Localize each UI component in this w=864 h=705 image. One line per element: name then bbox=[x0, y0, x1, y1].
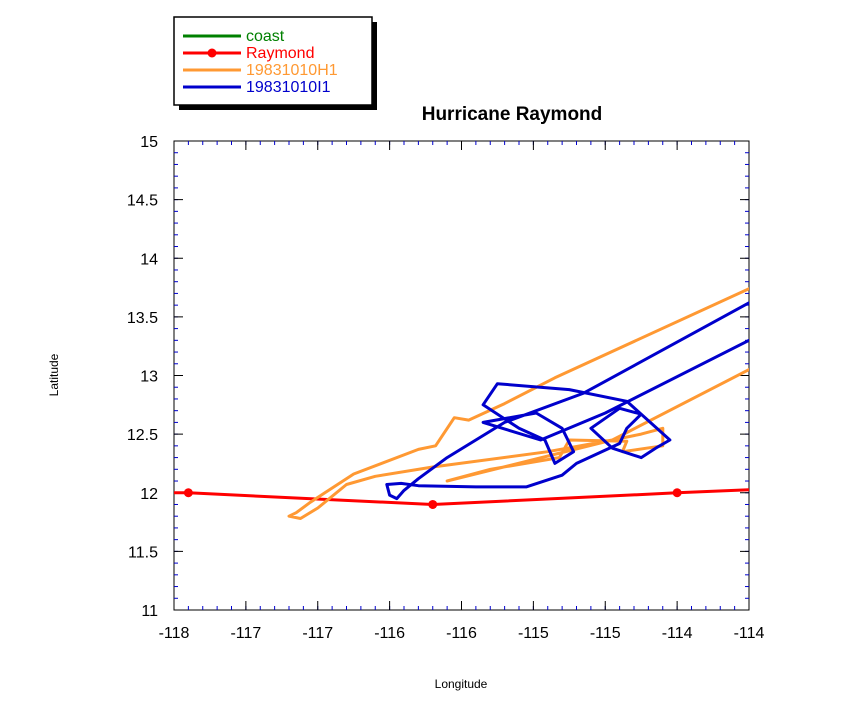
y-tick-label: 13 bbox=[140, 369, 158, 386]
series-marker-raymond bbox=[183, 488, 193, 498]
legend-label-coast: coast bbox=[246, 28, 285, 45]
x-tick-label: -115 bbox=[518, 625, 549, 642]
x-axis-label: Longitude bbox=[435, 677, 488, 691]
minor-ticks bbox=[173, 140, 750, 611]
plot-area-border bbox=[173, 140, 750, 611]
y-tick-label: 13.5 bbox=[127, 310, 158, 327]
x-tick-label: -116 bbox=[374, 625, 405, 642]
y-axis-label: Latitude bbox=[47, 353, 61, 396]
x-tick-label: -116 bbox=[446, 625, 477, 642]
series-line-19831010i1 bbox=[385, 301, 749, 501]
legend-label-raymond: Raymond bbox=[246, 45, 314, 62]
y-tick-label: 14 bbox=[140, 251, 158, 268]
series-marker-raymond bbox=[428, 499, 438, 509]
x-tick-label: -114 bbox=[662, 625, 693, 642]
x-tick-label: -118 bbox=[159, 625, 190, 642]
legend-label-19831010h1: 19831010H1 bbox=[246, 62, 338, 79]
series-layer bbox=[174, 287, 749, 520]
y-tick-label: 11 bbox=[141, 603, 158, 620]
x-axis-ticks: -118 -117 -117 -116 -116 -115 -115 -114 -114 bbox=[159, 141, 765, 642]
series-clip-group bbox=[174, 287, 749, 520]
y-axis-ticks: 11 11.5 12 12.5 13 13.5 14 14.5 15 bbox=[127, 134, 749, 620]
y-tick-label: 15 bbox=[140, 134, 158, 151]
series-line-19831010h1 bbox=[287, 287, 749, 520]
y-tick-label: 12.5 bbox=[127, 427, 158, 444]
x-tick-label: -117 bbox=[302, 625, 333, 642]
x-tick-label: -114 bbox=[734, 625, 765, 642]
x-tick-label: -117 bbox=[230, 625, 261, 642]
y-tick-label: 11.5 bbox=[128, 544, 158, 561]
x-tick-label: -115 bbox=[590, 625, 621, 642]
series-marker-raymond bbox=[672, 488, 682, 498]
legend-label-19831010i1: 19831010I1 bbox=[246, 79, 331, 96]
plot-frame bbox=[173, 140, 750, 611]
y-tick-label: 12 bbox=[140, 486, 158, 503]
legend-box bbox=[173, 16, 373, 106]
chart-title: Hurricane Raymond bbox=[422, 104, 603, 125]
y-tick-label: 14.5 bbox=[127, 193, 158, 210]
legend-marker-raymond bbox=[207, 48, 217, 58]
